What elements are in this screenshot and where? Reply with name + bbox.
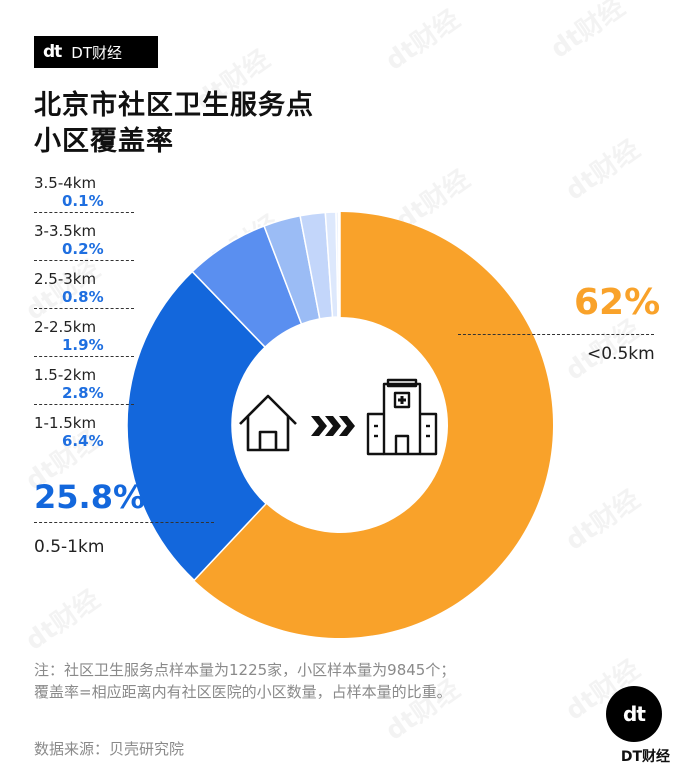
legend-value: 1.9% [62,336,104,354]
slice-category-label: 0.5-1km [34,537,105,557]
title-line-2: 小区覆盖率 [34,126,174,157]
data-source: 数据来源：贝壳研究院 [34,740,185,758]
legend-label: 2-2.5km [34,318,97,336]
legend-item: 2.5-3km 0.8% [34,270,144,306]
callout-line [458,334,654,335]
legend-label: 3.5-4km [34,174,97,192]
legend-value: 0.1% [62,192,104,210]
brand-name: DT财经 [71,43,123,62]
legend-value: 0.2% [62,240,104,258]
donut-slice [126,270,268,582]
legend-value: 0.8% [62,288,104,306]
slice-value-label: 62% [574,282,661,323]
page-title: 北京市社区卫生服务点 小区覆盖率 [34,88,314,160]
footnote-line-1: 注：社区卫生服务点样本量为1225家，小区样本量为9845个； [34,661,456,679]
donut-slice [337,211,341,318]
brand-badge: dt DT财经 [34,36,158,68]
legend-divider [34,212,134,213]
footnote-line-2: 覆盖率=相应距离内有社区医院的小区数量，占样本量的比重。 [34,683,452,701]
donut-slice [194,212,553,638]
legend-divider [34,260,134,261]
title-line-1: 北京市社区卫生服务点 [34,90,314,121]
slice-value-label: 25.8% [34,478,146,516]
corner-logo: dt [606,686,662,742]
footnote: 注：社区卫生服务点样本量为1225家，小区样本量为9845个； 覆盖率=相应距离… [34,659,455,703]
brand-logo: dt [43,42,62,62]
legend-value: 2.8% [62,384,104,402]
legend-item: 3-3.5km 0.2% [34,222,144,258]
legend-label: 1-1.5km [34,414,97,432]
legend-divider [34,308,134,309]
legend-item: 1-1.5km 6.4% [34,414,144,450]
slice-category-label: <0.5km [587,344,655,364]
legend-label: 3-3.5km [34,222,97,240]
legend-value: 6.4% [62,432,104,450]
legend-item: 3.5-4km 0.1% [34,174,144,210]
callout-line [34,522,214,523]
legend-divider [34,356,134,357]
corner-brand-name: DT财经 [620,749,670,765]
legend-label: 1.5-2km [34,366,97,384]
house-icon [239,394,297,452]
legend-item: 1.5-2km 2.8% [34,366,144,402]
arrows-icon [311,416,355,436]
legend-label: 2.5-3km [34,270,97,288]
legend-item: 2-2.5km 1.9% [34,318,144,354]
legend-divider [34,404,134,405]
hospital-icon [366,378,438,456]
